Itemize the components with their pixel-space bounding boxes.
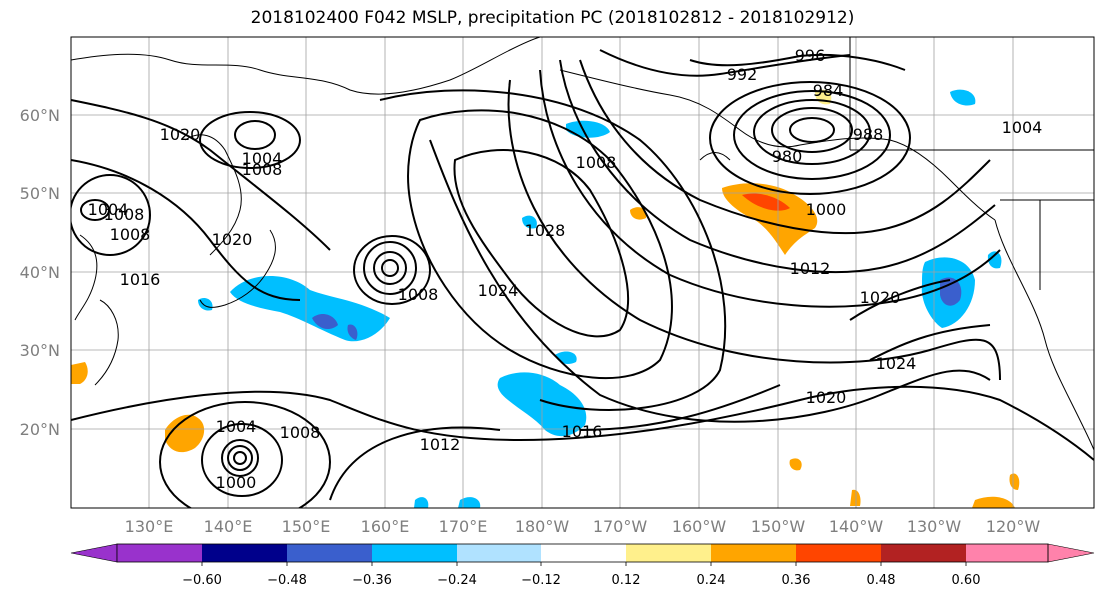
lon-tick-label: 180°W <box>515 517 570 536</box>
contour-label: 980 <box>772 147 803 166</box>
colorbar-tick-label: −0.48 <box>267 573 307 588</box>
colorbar-tick-label: 0.12 <box>612 573 641 588</box>
contour-label: 988 <box>853 125 884 144</box>
contour-label: 1000 <box>806 200 847 219</box>
colorbar-cell <box>71 544 117 562</box>
colorbar: −0.60 −0.48 −0.36 −0.24 −0.12 0.12 0.24 … <box>71 544 1094 588</box>
colorbar-tick-label: −0.60 <box>182 573 222 588</box>
colorbar-cell <box>626 544 711 562</box>
contour-label: 1008 <box>576 153 617 172</box>
weather-map: 996 992 984 980 988 1004 1000 1012 1020 … <box>0 0 1105 601</box>
contour-label: 1024 <box>876 354 917 373</box>
contour-label: 1024 <box>478 281 519 300</box>
contour-label: 1000 <box>216 473 257 492</box>
contour-label: 996 <box>795 46 826 65</box>
colorbar-tick-label: 0.48 <box>867 573 896 588</box>
colorbar-cell <box>1048 544 1094 562</box>
lat-tick-label: 50°N <box>20 184 60 203</box>
contour-label: 1012 <box>790 259 831 278</box>
colorbar-tick-label: 0.24 <box>697 573 726 588</box>
lat-axis: 60°N 50°N 40°N 30°N 20°N <box>20 106 60 439</box>
colorbar-tick-label: 0.36 <box>782 573 811 588</box>
contour-label: 1020 <box>860 288 901 307</box>
contour-label: 1020 <box>212 230 253 249</box>
lat-tick-label: 60°N <box>20 106 60 125</box>
contour-label: 992 <box>727 65 758 84</box>
colorbar-cell <box>372 544 457 562</box>
lon-tick-label: 130°W <box>907 517 962 536</box>
colorbar-cell <box>966 544 1048 562</box>
contour-label: 1004 <box>88 200 129 219</box>
contour-label: 1008 <box>398 285 439 304</box>
lon-tick-label: 130°E <box>125 517 174 536</box>
lon-tick-label: 160°E <box>361 517 410 536</box>
colorbar-cell <box>711 544 796 562</box>
colorbar-cell <box>796 544 881 562</box>
colorbar-cell <box>881 544 966 562</box>
lon-tick-label: 150°W <box>751 517 806 536</box>
contour-label: 1004 <box>216 417 257 436</box>
lat-tick-label: 30°N <box>20 341 60 360</box>
contour-label: 1016 <box>562 422 603 441</box>
contour-label: 1016 <box>120 270 161 289</box>
lon-tick-label: 150°E <box>282 517 331 536</box>
lon-tick-label: 120°W <box>986 517 1041 536</box>
colorbar-tick-label: −0.36 <box>352 573 392 588</box>
colorbar-cell <box>202 544 287 562</box>
contour-label: 1028 <box>525 221 566 240</box>
lon-tick-label: 170°W <box>593 517 648 536</box>
colorbar-tick-label: 0.60 <box>952 573 981 588</box>
colorbar-tick-label: −0.12 <box>521 573 561 588</box>
contour-label: 1004 <box>242 149 283 168</box>
colorbar-tick-label: −0.24 <box>437 573 477 588</box>
colorbar-cell <box>541 544 626 562</box>
contour-label: 1020 <box>160 125 201 144</box>
lon-tick-label: 170°E <box>439 517 488 536</box>
contour-label: 1004 <box>1002 118 1043 137</box>
contour-label: 1008 <box>110 225 151 244</box>
lon-tick-label: 140°E <box>204 517 253 536</box>
contour-label: 984 <box>813 81 844 100</box>
colorbar-cell <box>287 544 372 562</box>
colorbar-cell <box>457 544 541 562</box>
lon-tick-label: 140°W <box>829 517 884 536</box>
contour-label: 1008 <box>280 423 321 442</box>
lon-axis: 130°E 140°E 150°E 160°E 170°E 180°W 170°… <box>125 517 1041 536</box>
lon-tick-label: 160°W <box>672 517 727 536</box>
contour-label: 1020 <box>806 388 847 407</box>
colorbar-cell <box>117 544 202 562</box>
contour-label: 1012 <box>420 435 461 454</box>
lat-tick-label: 20°N <box>20 420 60 439</box>
lat-tick-label: 40°N <box>20 263 60 282</box>
